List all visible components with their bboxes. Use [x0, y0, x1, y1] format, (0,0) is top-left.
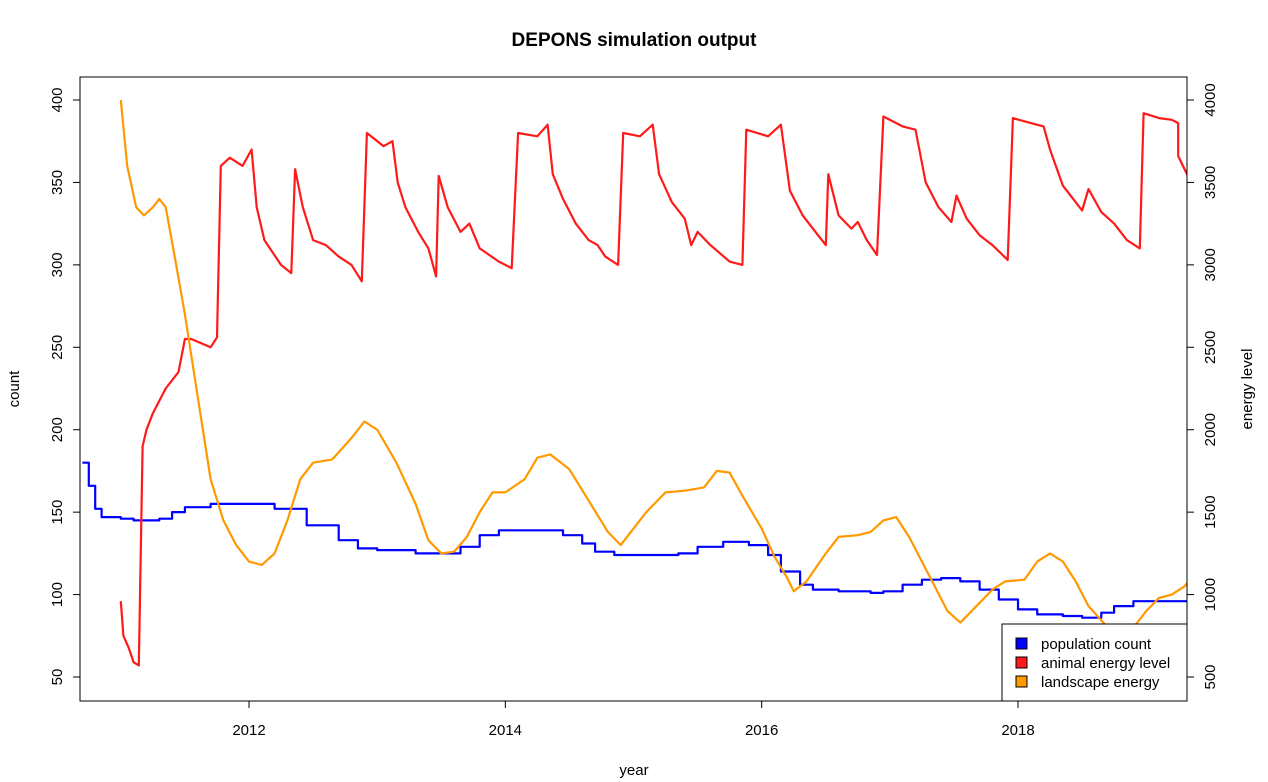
- bottom-tick-label-2018: 2018: [1001, 722, 1034, 739]
- bottom-axis-ticks: 2012 2014 2016 2018: [232, 701, 1035, 739]
- bottom-tick-label-2016: 2016: [745, 722, 778, 739]
- right-tick-label-4000: 4000: [1202, 83, 1219, 116]
- right-tick-label-2500: 2500: [1202, 331, 1219, 364]
- bottom-tick-label-2014: 2014: [489, 722, 522, 739]
- legend-swatch-population-count: [1015, 637, 1028, 650]
- legend-label-population-count: population count: [1041, 636, 1152, 653]
- right-tick-label-1500: 1500: [1202, 495, 1219, 528]
- left-axis: 50 100 150 200 250 300 350 400: [49, 87, 81, 685]
- left-axis-ticks: 50 100 150 200 250 300 350 400: [49, 87, 80, 685]
- left-axis-label: count: [6, 370, 23, 408]
- bottom-axis-label: year: [619, 762, 648, 779]
- bottom-axis: 2012 2014 2016 2018: [232, 700, 1035, 739]
- legend-label-animal-energy-level: animal energy level: [1041, 655, 1170, 672]
- left-tick-label-200: 200: [49, 417, 66, 442]
- right-axis: 500 1000 1500 2000 2500 3000 3500 4000: [1186, 83, 1219, 690]
- legend-label-landscape-energy: landscape energy: [1041, 674, 1160, 691]
- series-line-landscape-energy: [119, 99, 1187, 636]
- left-tick-label-150: 150: [49, 500, 66, 525]
- right-tick-label-3000: 3000: [1202, 248, 1219, 281]
- left-tick-label-50: 50: [49, 669, 66, 686]
- bottom-tick-label-2012: 2012: [232, 722, 265, 739]
- legend-box: [1001, 623, 1188, 702]
- right-axis-label: energy level: [1239, 349, 1256, 430]
- plot-frame: [79, 76, 1188, 702]
- right-axis-ticks: 500 1000 1500 2000 2500 3000 3500 4000: [1187, 83, 1219, 690]
- legend-swatch-animal-energy-level: [1015, 656, 1028, 669]
- left-tick-label-350: 350: [49, 170, 66, 195]
- right-tick-label-3500: 3500: [1202, 166, 1219, 199]
- series-line-animal-energy-level: [119, 112, 1187, 667]
- right-tick-label-2000: 2000: [1202, 413, 1219, 446]
- left-tick-label-400: 400: [49, 87, 66, 112]
- chart-title: DEPONS simulation output: [512, 30, 758, 51]
- legend: population count animal energy level lan…: [1001, 623, 1188, 702]
- left-tick-label-100: 100: [49, 582, 66, 607]
- left-tick-label-300: 300: [49, 252, 66, 277]
- right-tick-label-1000: 1000: [1202, 578, 1219, 611]
- series-layer: [82, 99, 1187, 667]
- legend-swatch-landscape-energy: [1015, 675, 1028, 688]
- series-line-population-count: [82, 461, 1187, 619]
- left-tick-label-250: 250: [49, 335, 66, 360]
- right-tick-label-500: 500: [1202, 664, 1219, 689]
